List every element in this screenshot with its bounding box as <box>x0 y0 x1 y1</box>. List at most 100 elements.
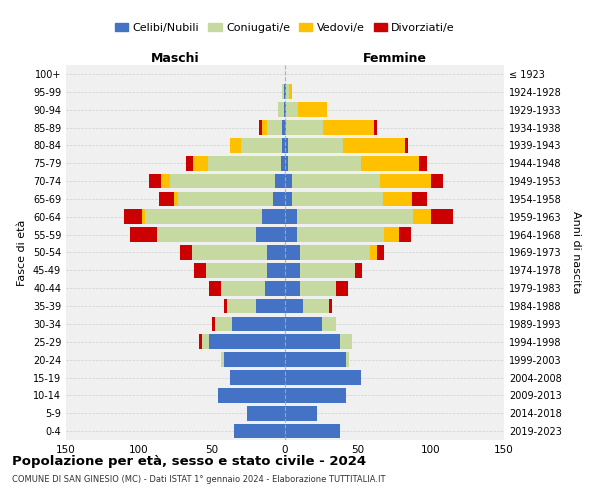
Bar <box>299 263 355 278</box>
Bar <box>285 334 340 349</box>
Bar <box>256 298 285 314</box>
Bar <box>278 102 284 117</box>
Bar <box>259 120 262 135</box>
Bar <box>285 156 288 170</box>
Bar <box>288 138 343 152</box>
Bar <box>274 192 285 206</box>
Bar <box>199 334 202 349</box>
Bar <box>218 388 285 402</box>
Bar <box>202 334 209 349</box>
Bar <box>232 316 285 331</box>
Bar <box>209 281 221 295</box>
Bar <box>377 245 384 260</box>
Bar <box>285 370 361 385</box>
Bar <box>180 245 191 260</box>
Bar <box>374 120 377 135</box>
Bar <box>285 424 340 438</box>
Bar <box>285 120 286 135</box>
Bar <box>384 228 399 242</box>
Bar <box>194 263 206 278</box>
Bar <box>268 245 285 260</box>
Bar <box>209 334 285 349</box>
Bar <box>329 298 332 314</box>
Bar <box>256 228 285 242</box>
Bar <box>206 263 268 278</box>
Bar <box>124 210 142 224</box>
Bar <box>412 192 427 206</box>
Bar <box>322 316 336 331</box>
Bar <box>268 263 285 278</box>
Bar <box>299 245 370 260</box>
Text: Popolazione per età, sesso e stato civile - 2024: Popolazione per età, sesso e stato civil… <box>12 455 366 468</box>
Bar <box>336 281 348 295</box>
Bar <box>292 192 383 206</box>
Bar <box>285 352 346 367</box>
Bar <box>234 424 285 438</box>
Bar <box>275 174 285 188</box>
Y-axis label: Anni di nascita: Anni di nascita <box>571 211 581 294</box>
Bar <box>296 210 413 224</box>
Bar <box>247 406 285 420</box>
Bar <box>285 228 296 242</box>
Bar <box>302 298 329 314</box>
Bar <box>285 388 346 402</box>
Bar <box>431 210 453 224</box>
Bar <box>142 210 145 224</box>
Bar <box>268 120 282 135</box>
Bar <box>161 174 170 188</box>
Bar <box>221 352 224 367</box>
Bar <box>285 316 322 331</box>
Bar <box>285 174 292 188</box>
Bar <box>285 406 317 420</box>
Text: COMUNE DI SAN GINESIO (MC) - Dati ISTAT 1° gennaio 2024 - Elaborazione TUTTITALI: COMUNE DI SAN GINESIO (MC) - Dati ISTAT … <box>12 475 386 484</box>
Bar <box>413 210 431 224</box>
Bar <box>224 352 285 367</box>
Bar <box>170 174 275 188</box>
Bar <box>405 138 407 152</box>
Bar <box>286 120 323 135</box>
Bar <box>285 210 296 224</box>
Bar <box>343 138 405 152</box>
Bar <box>145 210 262 224</box>
Bar <box>380 174 431 188</box>
Bar <box>285 281 299 295</box>
Bar <box>355 263 362 278</box>
Bar <box>224 298 227 314</box>
Text: Femmine: Femmine <box>362 52 427 65</box>
Bar <box>157 228 256 242</box>
Legend: Celibi/Nubili, Coniugati/e, Vedovi/e, Divorziati/e: Celibi/Nubili, Coniugati/e, Vedovi/e, Di… <box>110 18 460 37</box>
Bar <box>286 102 298 117</box>
Bar <box>208 156 281 170</box>
Bar <box>186 156 193 170</box>
Bar <box>289 84 292 99</box>
Bar <box>265 281 285 295</box>
Bar <box>383 192 412 206</box>
Bar <box>284 84 285 99</box>
Bar <box>285 138 288 152</box>
Bar <box>193 156 208 170</box>
Bar <box>285 192 292 206</box>
Text: Maschi: Maschi <box>151 52 200 65</box>
Bar <box>130 228 157 242</box>
Bar <box>323 120 374 135</box>
Y-axis label: Fasce di età: Fasce di età <box>17 220 26 286</box>
Bar <box>299 281 336 295</box>
Bar <box>227 298 256 314</box>
Bar <box>288 156 361 170</box>
Bar <box>399 228 410 242</box>
Bar <box>241 138 282 152</box>
Bar <box>212 316 215 331</box>
Bar <box>174 192 178 206</box>
Bar <box>282 138 285 152</box>
Bar <box>285 245 299 260</box>
Bar <box>282 120 285 135</box>
Bar <box>285 102 286 117</box>
Bar <box>419 156 427 170</box>
Bar <box>340 334 352 349</box>
Bar <box>298 102 328 117</box>
Bar <box>286 84 289 99</box>
Bar <box>285 263 299 278</box>
Bar <box>221 281 265 295</box>
Bar <box>370 245 377 260</box>
Bar <box>262 210 285 224</box>
